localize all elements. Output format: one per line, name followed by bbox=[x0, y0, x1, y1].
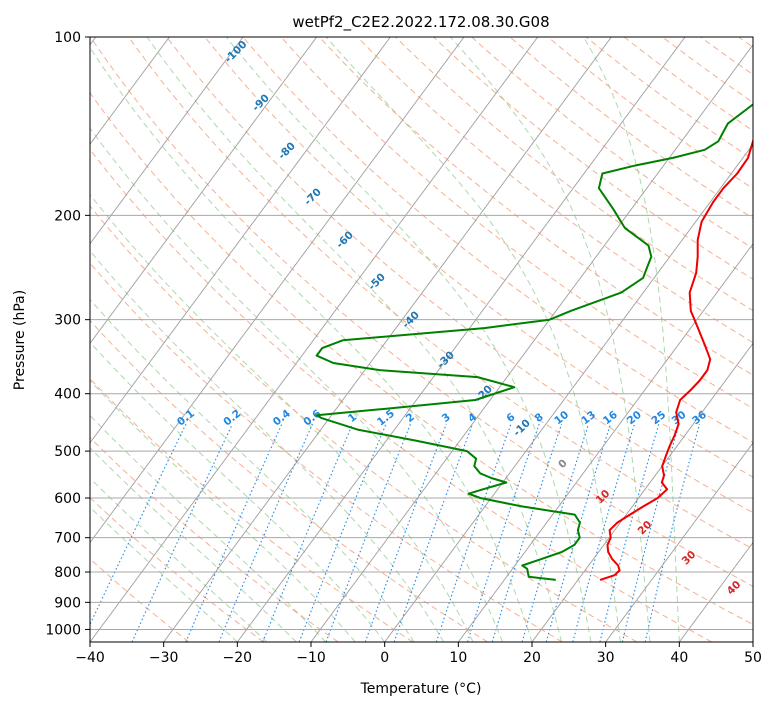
y-tick-label: 700 bbox=[54, 531, 81, 547]
dry-adiabat-line bbox=[90, 496, 264, 642]
x-tick-label: −40 bbox=[75, 650, 105, 666]
dry-adiabat-line bbox=[318, 37, 753, 376]
dry-adiabat-line bbox=[90, 377, 414, 642]
dry-adiabat-line bbox=[204, 37, 753, 478]
moist-adiabat-line bbox=[90, 46, 533, 642]
moist-adiabat-line bbox=[90, 127, 503, 642]
y-axis-label: Pressure (hPa) bbox=[12, 290, 28, 390]
mixing-ratio-line bbox=[393, 423, 474, 642]
moist-adiabat-line bbox=[225, 37, 592, 642]
y-tick-label: 200 bbox=[54, 208, 81, 224]
dry-adiabat-line bbox=[547, 37, 753, 190]
mixing-ratio-line bbox=[621, 423, 680, 642]
moist-adiabat-line bbox=[90, 506, 238, 642]
y-tick-label: 100 bbox=[54, 30, 81, 46]
isotherm-line bbox=[236, 37, 686, 642]
isotherm-line bbox=[90, 37, 170, 146]
x-tick-label: −30 bbox=[149, 650, 179, 666]
y-tick-label: 500 bbox=[54, 444, 81, 460]
moist-adiabat-line bbox=[90, 298, 415, 642]
moist-adiabat-line bbox=[325, 37, 621, 642]
moist-adiabat-line bbox=[90, 447, 297, 642]
dry-adiabat-line bbox=[395, 37, 753, 312]
dry-adiabat-line bbox=[357, 37, 753, 344]
x-tick-label: 50 bbox=[744, 650, 762, 666]
isotherm-line bbox=[90, 37, 244, 245]
mixing-ratio-line bbox=[545, 423, 612, 642]
x-tick-label: 40 bbox=[670, 650, 688, 666]
y-tick-label: 900 bbox=[54, 595, 81, 611]
dry-adiabat-line bbox=[242, 37, 753, 443]
mixing-ratio-line bbox=[644, 423, 701, 642]
isotherm-line bbox=[531, 342, 753, 642]
y-axis-ticks: 100 200 300 400 500 600 700 800 900 1000 bbox=[45, 30, 90, 638]
mixing-ratio-lines bbox=[90, 423, 701, 642]
moist-adiabat-line bbox=[90, 477, 268, 642]
dry-adiabat-line bbox=[90, 37, 753, 587]
mixing-ratio-line bbox=[298, 423, 387, 642]
moist-adiabat-line bbox=[90, 379, 356, 642]
isotherm-line bbox=[384, 143, 753, 642]
temperature-profile bbox=[599, 138, 753, 581]
plot-frame bbox=[89, 36, 754, 643]
x-axis-label: Temperature (°C) bbox=[360, 681, 482, 697]
chart-title: wetPf2_C2E2.2022.172.08.30.G08 bbox=[292, 13, 549, 32]
isotherm-line bbox=[90, 37, 539, 642]
isotherms bbox=[90, 37, 753, 642]
moist-adiabats bbox=[90, 37, 680, 642]
isotherm-line bbox=[310, 43, 753, 642]
x-tick-label: 30 bbox=[597, 650, 615, 666]
mixing-ratio-line bbox=[90, 423, 187, 626]
isotherm-line bbox=[90, 37, 318, 345]
mixing-ratio-line bbox=[572, 423, 635, 642]
x-tick-label: −10 bbox=[296, 650, 326, 666]
x-tick-label: −20 bbox=[223, 650, 253, 666]
dry-adiabats bbox=[90, 37, 753, 642]
moist-adiabat-line bbox=[583, 37, 680, 642]
isotherm-line bbox=[457, 243, 753, 642]
dry-adiabat-line bbox=[90, 205, 638, 642]
isotherm-line bbox=[163, 37, 612, 642]
y-tick-label: 1000 bbox=[45, 622, 81, 638]
mixing-ratio-line bbox=[599, 423, 660, 642]
isotherm-line bbox=[90, 37, 391, 444]
x-tick-label: 20 bbox=[523, 650, 541, 666]
y-tick-label: 400 bbox=[54, 387, 81, 403]
mixing-ratio-line bbox=[325, 423, 412, 642]
pressure-gridlines bbox=[90, 37, 753, 630]
moist-adiabat-line bbox=[90, 414, 327, 642]
x-tick-label: 0 bbox=[380, 650, 389, 666]
x-axis-ticks: −40 −30 −20 −10 0 10 20 30 40 50 bbox=[75, 642, 762, 666]
isotherm-line bbox=[90, 37, 465, 544]
mixing-ratio-line bbox=[262, 423, 354, 642]
moist-adiabat-line bbox=[450, 37, 651, 642]
x-tick-label: 10 bbox=[449, 650, 467, 666]
dry-adiabat-line bbox=[90, 148, 712, 642]
isotherm-line bbox=[605, 442, 753, 642]
dry-adiabat-line bbox=[90, 262, 563, 642]
dry-adiabat-line bbox=[166, 37, 753, 514]
y-tick-label: 600 bbox=[54, 491, 81, 507]
y-tick-label: 800 bbox=[54, 565, 81, 581]
sounding-series bbox=[315, 103, 753, 581]
y-tick-label: 300 bbox=[54, 313, 81, 329]
moist-adiabat-line bbox=[146, 37, 562, 642]
dry-adiabat-line bbox=[128, 37, 753, 550]
dewpoint-profile bbox=[315, 103, 753, 581]
